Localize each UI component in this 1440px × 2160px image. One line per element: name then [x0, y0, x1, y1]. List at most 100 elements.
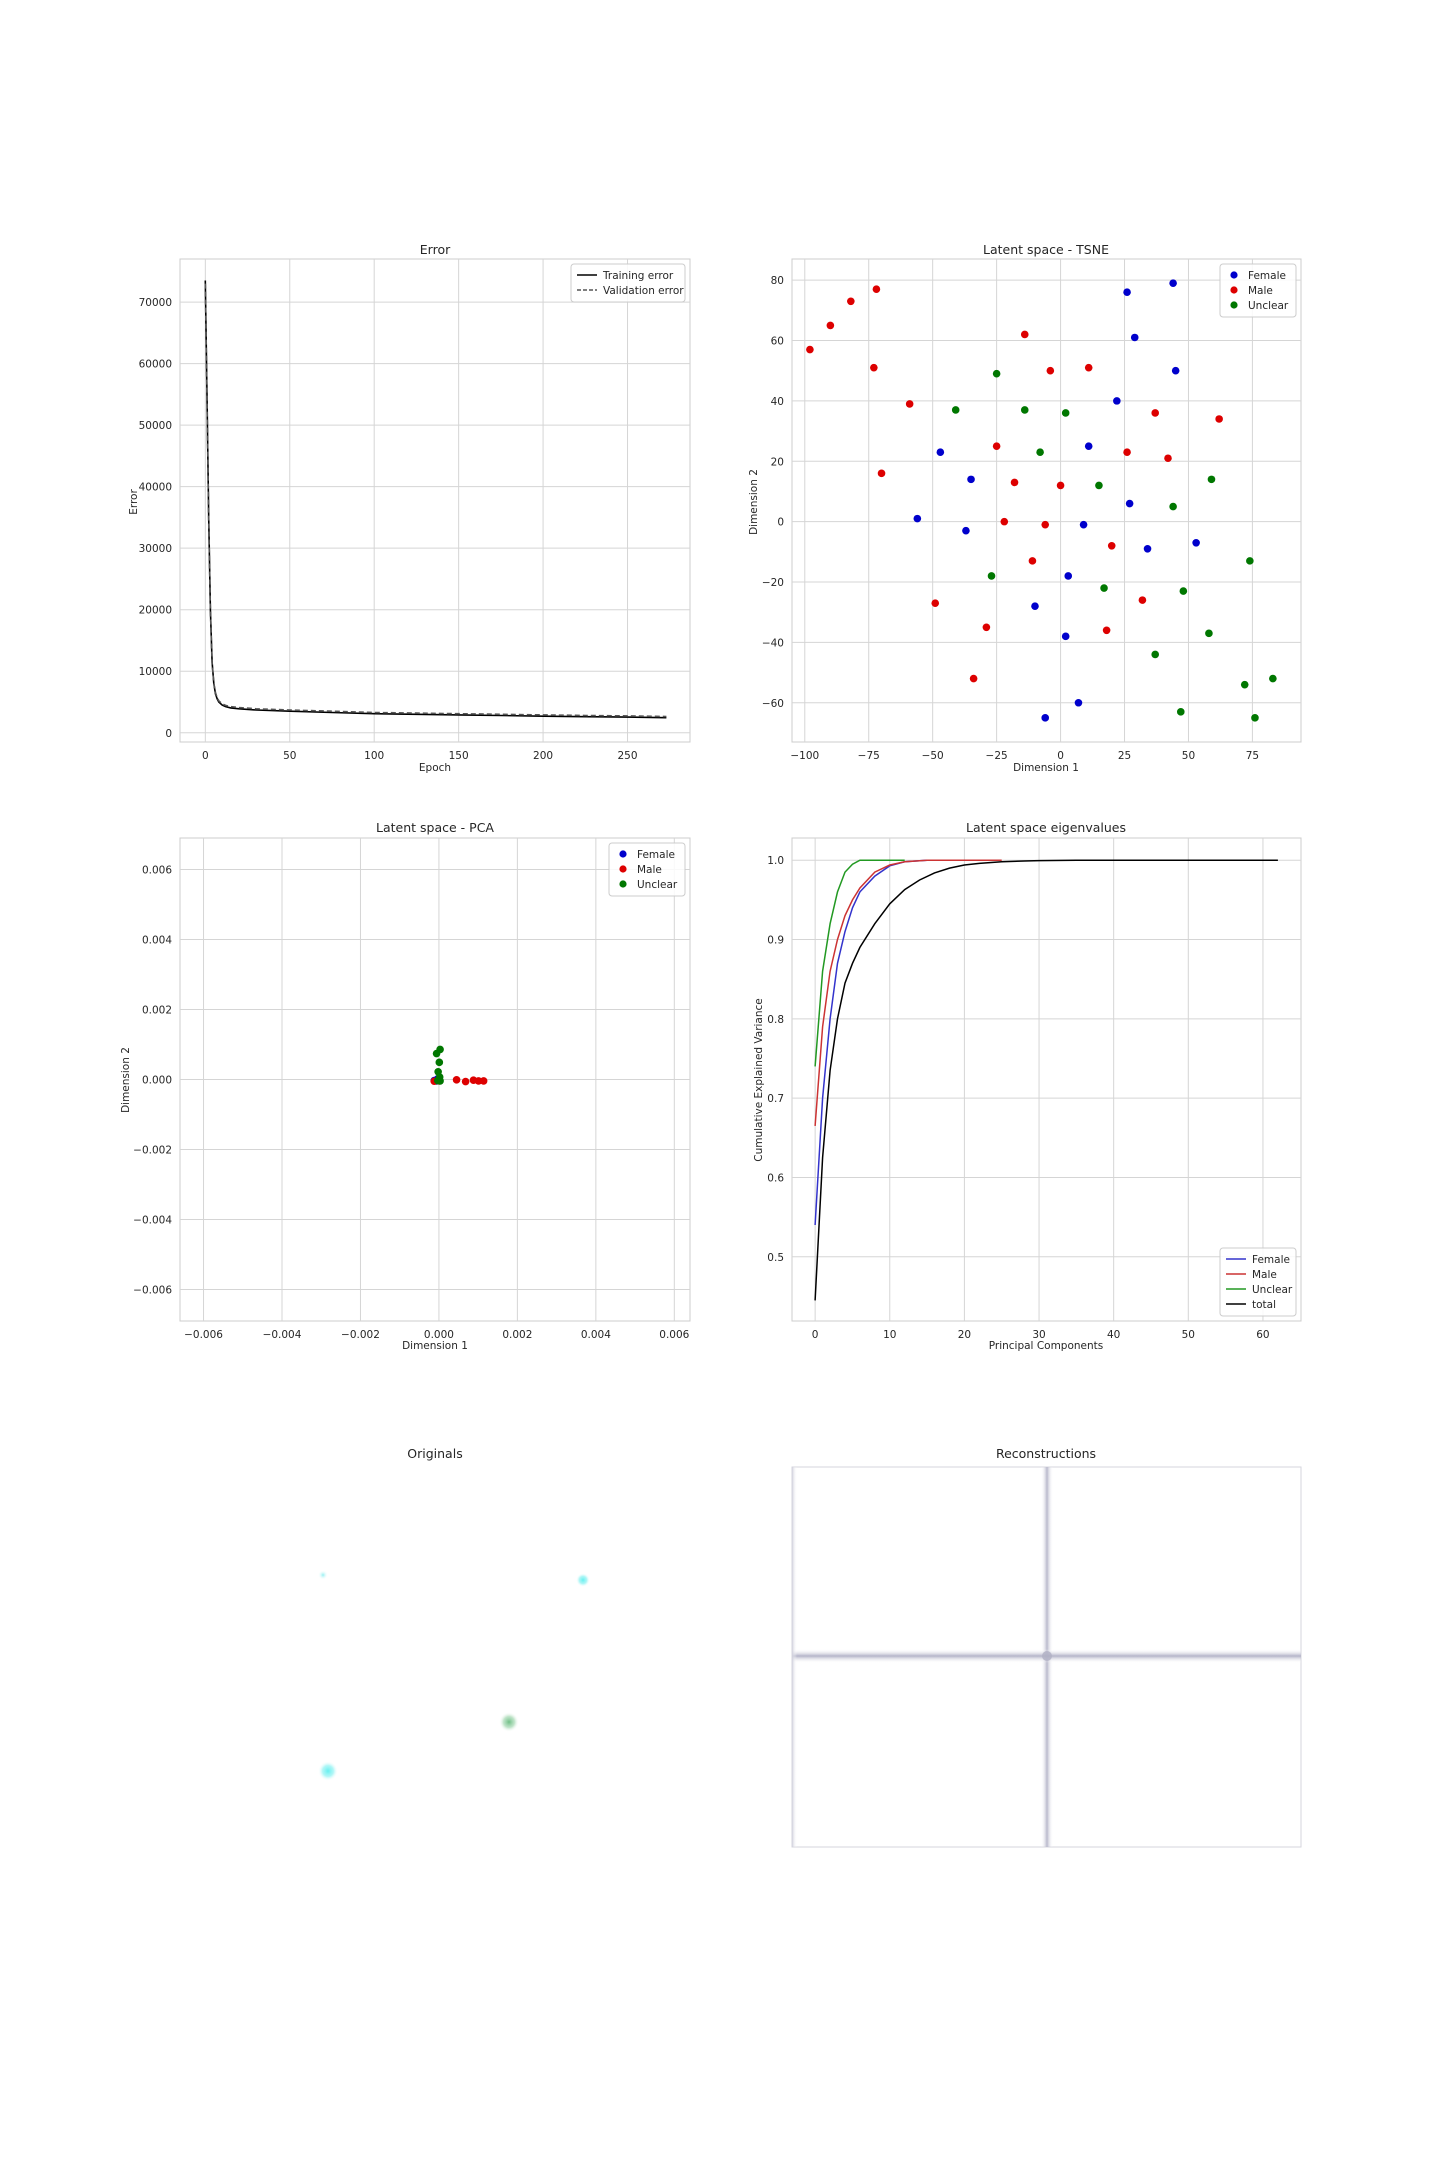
- pca-legend-swatch: [619, 865, 627, 873]
- tsne-x-tick-label: −50: [922, 750, 944, 762]
- reconstructions-center-dot: [1042, 1651, 1052, 1661]
- tsne-point-female: [1064, 572, 1073, 580]
- error-series-line-validation-error: [204, 283, 667, 718]
- tsne-point-unclear: [1246, 557, 1254, 565]
- tsne-point-male: [1010, 478, 1019, 487]
- tsne-point-female: [936, 448, 945, 457]
- tsne-point-unclear: [1205, 629, 1213, 638]
- originals-blob: [576, 1573, 590, 1587]
- pca-x-tick-label: −0.002: [341, 1329, 380, 1341]
- pca-chart: Latent space - PCA Dimension 1 Dimension…: [120, 820, 691, 1352]
- tsne-point-male: [1046, 366, 1055, 375]
- tsne-point-unclear: [1269, 674, 1277, 683]
- pca-y-tick-label: −0.004: [133, 1215, 172, 1227]
- tsne-x-tick-label: 50: [1182, 750, 1195, 762]
- eigen-y-tick-label: 0.7: [767, 1093, 784, 1105]
- pca-legend-box: [608, 842, 686, 897]
- tsne-chart-xlabel: Dimension 1: [1013, 762, 1079, 774]
- error-x-tick-label: 100: [364, 750, 384, 762]
- pca-point-male: [452, 1076, 461, 1084]
- tsne-y-tick-label: 80: [771, 275, 784, 287]
- error-legend: Training error Validation error: [570, 263, 686, 303]
- pca-point-unclear: [435, 1058, 444, 1067]
- tsne-x-tick-label: 75: [1246, 750, 1259, 762]
- tsne-point-male: [1056, 481, 1065, 490]
- eigen-series-line-total: [814, 859, 1278, 1301]
- eigen-legend: Female Male Unclear total: [1219, 1247, 1297, 1317]
- tsne-plot-area: [791, 258, 1302, 743]
- eigen-x-tick-label: 40: [1107, 1329, 1120, 1341]
- tsne-point-male: [1028, 557, 1037, 565]
- error-y-tick-label: 40000: [139, 482, 172, 494]
- error-plot-area: [179, 258, 691, 743]
- tsne-point-female: [1169, 279, 1177, 287]
- error-y-tick-label: 0: [165, 728, 172, 740]
- eigenvalues-chart: Latent space eigenvalues Principal Compo…: [753, 820, 1302, 1352]
- eigen-legend-label: total: [1252, 1299, 1276, 1311]
- tsne-y-tick-label: 40: [771, 396, 784, 408]
- tsne-point-male: [1151, 409, 1160, 417]
- pca-legend-swatch: [619, 880, 627, 888]
- tsne-point-female: [1084, 442, 1093, 450]
- error-chart-xlabel: Epoch: [419, 762, 451, 774]
- tsne-point-unclear: [1061, 409, 1070, 417]
- tsne-point-unclear: [951, 406, 960, 414]
- tsne-y-tick-label: −40: [762, 637, 784, 649]
- error-chart-title: Error: [420, 242, 451, 257]
- eigen-plot-area: [791, 837, 1302, 1322]
- tsne-point-female: [1143, 545, 1152, 553]
- error-legend-label: Validation error: [603, 285, 684, 297]
- eigen-legend-label: Female: [1252, 1254, 1290, 1266]
- tsne-legend: Female Male Unclear: [1219, 263, 1297, 318]
- pca-legend: Female Male Unclear: [608, 842, 686, 897]
- pca-legend-swatch: [619, 850, 627, 858]
- tsne-point-male: [1107, 541, 1116, 550]
- pca-point-unclear: [436, 1077, 444, 1085]
- tsne-point-unclear: [1100, 584, 1108, 592]
- tsne-point-female: [967, 475, 975, 484]
- originals-blob: [499, 1712, 519, 1732]
- reconstructions-image: Reconstructions: [791, 1446, 1302, 1848]
- reconstructions-left-edge: [792, 1467, 797, 1847]
- originals-blob: [318, 1570, 328, 1580]
- tsne-point-male: [931, 599, 940, 607]
- eigen-x-tick-label: 60: [1256, 1329, 1269, 1341]
- tsne-point-female: [1061, 632, 1070, 641]
- tsne-y-tick-label: 20: [771, 456, 784, 468]
- tsne-point-male: [826, 321, 835, 330]
- tsne-legend-box: [1219, 263, 1297, 318]
- pca-point-unclear: [432, 1049, 441, 1058]
- tsne-point-male: [1123, 448, 1131, 457]
- tsne-point-male: [1138, 596, 1147, 604]
- tsne-x-tick-label: 0: [1057, 750, 1064, 762]
- tsne-point-male: [1000, 517, 1009, 526]
- eigen-x-tick-label: 20: [958, 1329, 971, 1341]
- pca-x-tick-label: −0.004: [263, 1329, 302, 1341]
- pca-legend-label: Male: [637, 864, 662, 876]
- error-x-tick-label: 200: [533, 750, 553, 762]
- pca-y-tick-label: −0.002: [133, 1145, 172, 1157]
- tsne-point-unclear: [1020, 406, 1029, 414]
- pca-point-male: [479, 1077, 488, 1085]
- eigen-x-tick-label: 50: [1182, 1329, 1195, 1341]
- tsne-y-tick-label: −60: [762, 698, 784, 710]
- tsne-point-female: [1123, 288, 1131, 297]
- tsne-point-male: [1084, 363, 1093, 372]
- eigenvalues-chart-title: Latent space eigenvalues: [966, 820, 1126, 835]
- tsne-point-female: [1041, 714, 1050, 722]
- pca-x-tick-label: 0.000: [424, 1329, 454, 1341]
- error-x-tick-label: 150: [449, 750, 469, 762]
- error-marks: [204, 280, 667, 719]
- tsne-point-unclear: [1176, 708, 1185, 716]
- eigen-series-line-male: [814, 859, 1002, 1126]
- eigen-y-tick-label: 1.0: [767, 855, 784, 867]
- tsne-point-female: [1113, 397, 1121, 405]
- originals-image: Originals: [318, 1446, 590, 1781]
- originals-blob: [318, 1761, 338, 1781]
- tsne-point-unclear: [1251, 714, 1259, 722]
- tsne-point-male: [1215, 415, 1223, 423]
- tsne-point-unclear: [1095, 481, 1103, 490]
- pca-x-tick-label: 0.004: [581, 1329, 611, 1341]
- eigen-legend-label: Unclear: [1252, 1284, 1293, 1296]
